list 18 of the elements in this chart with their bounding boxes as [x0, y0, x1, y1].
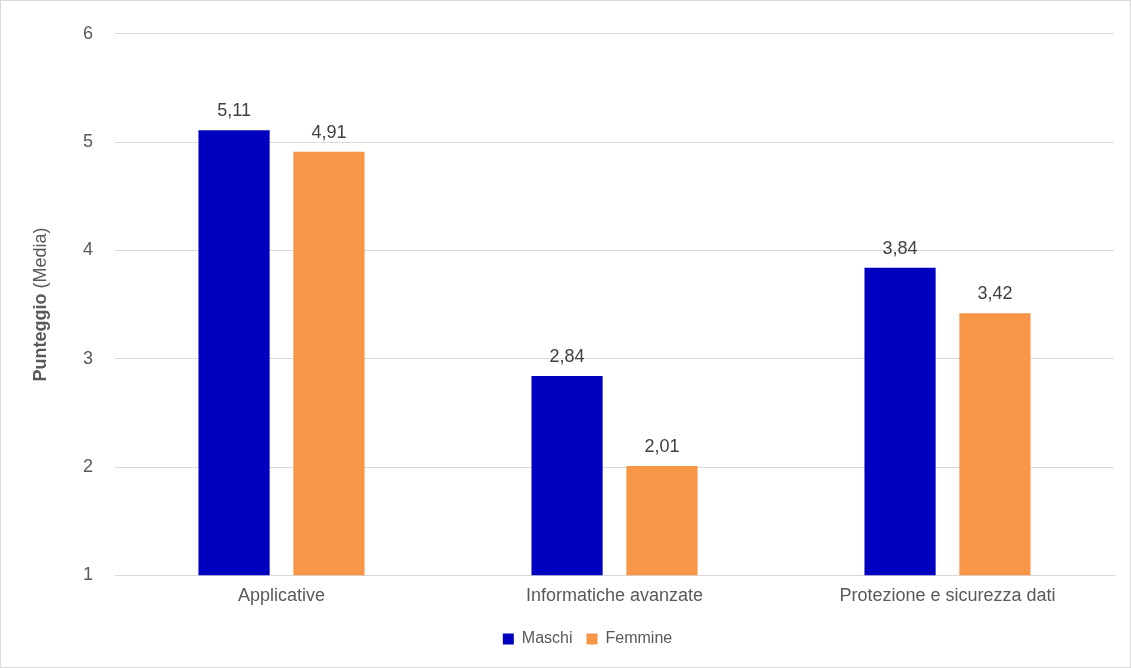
data-label: 2,01: [644, 435, 680, 456]
data-label: 3,42: [977, 283, 1013, 304]
y-tick-label: 4: [83, 239, 94, 260]
x-tick-label: Applicative: [237, 585, 326, 606]
y-tick-label: 5: [83, 131, 94, 152]
y-tick-label: 6: [83, 22, 94, 43]
x-tick-label: Protezione e sicurezza dati: [839, 585, 1056, 606]
y-tick-label: 2: [83, 456, 94, 477]
y-tick-label: 1: [83, 564, 94, 585]
legend-label: Femmine: [605, 629, 673, 647]
data-label: 2,84: [549, 346, 585, 367]
data-label: 4,91: [311, 121, 347, 142]
legend-label: Maschi: [521, 629, 573, 647]
data-label: 5,11: [217, 100, 251, 121]
y-axis-title: Punteggio (Media): [29, 227, 50, 382]
y-tick-label: 3: [83, 347, 94, 368]
x-tick-label: Informatiche avanzate: [525, 585, 704, 606]
data-label: 3,84: [882, 237, 918, 258]
